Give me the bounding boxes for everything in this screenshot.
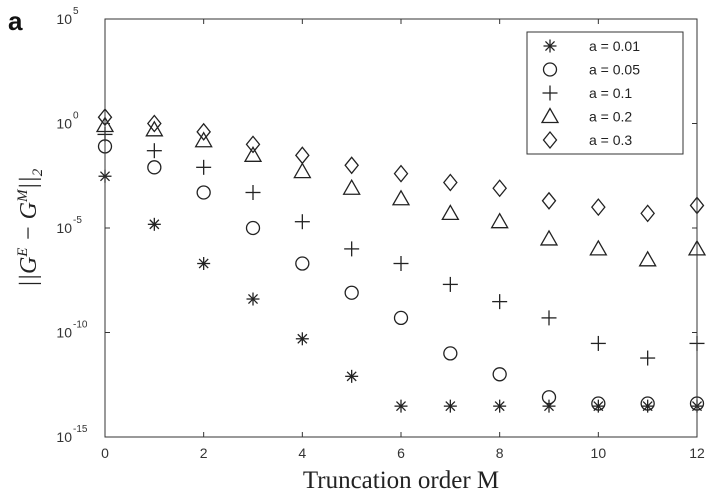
data-point	[196, 185, 211, 200]
data-point	[640, 396, 655, 411]
data-point	[641, 399, 655, 413]
x-tick-label: 12	[689, 445, 705, 461]
data-point	[591, 396, 606, 411]
data-point	[393, 310, 409, 326]
legend-entry: a = 0.2	[589, 109, 632, 125]
data-point	[442, 276, 458, 292]
data-point	[441, 204, 460, 221]
legend: a = 0.01 a = 0.05 a = 0.1 a = 0.2 a = 0.3	[526, 31, 684, 155]
data-point	[541, 390, 557, 405]
data-point	[146, 114, 162, 133]
legend-entry: a = 0.1	[589, 85, 632, 101]
data-point	[591, 399, 605, 413]
y-tick-exponent: -5	[73, 215, 82, 226]
x-tick-label: 0	[101, 445, 109, 461]
data-point	[589, 239, 608, 256]
data-point	[246, 292, 260, 306]
data-point	[590, 335, 606, 351]
data-point	[640, 350, 656, 366]
y-tick-label: 10	[56, 325, 72, 341]
y-tick-label: 10	[56, 11, 72, 27]
y-tick-exponent: -15	[73, 424, 88, 435]
data-point	[640, 204, 656, 223]
data-point	[294, 146, 310, 165]
x-tick-label: 4	[298, 445, 306, 461]
data-point	[391, 189, 411, 206]
data-point	[197, 257, 211, 271]
data-point	[393, 256, 409, 272]
data-point	[344, 285, 359, 300]
data-point	[344, 241, 360, 257]
y-tick-exponent: 0	[73, 111, 79, 122]
y-tick-label: 10	[56, 220, 72, 236]
data-point	[394, 399, 408, 413]
plot-area	[95, 108, 707, 413]
legend-marker	[542, 62, 558, 77]
legend-marker	[543, 39, 557, 53]
data-point	[295, 256, 310, 271]
data-point	[245, 135, 261, 154]
y-tick-label: 10	[56, 116, 72, 132]
data-point	[638, 250, 657, 267]
x-tick-label: 2	[200, 445, 208, 461]
legend-entry: a = 0.3	[589, 132, 632, 148]
data-point	[194, 131, 213, 148]
data-point	[539, 229, 559, 246]
x-tick-label: 6	[397, 445, 405, 461]
legend-entry: a = 0.01	[589, 38, 640, 54]
data-point	[493, 399, 507, 413]
legend-marker	[542, 85, 558, 101]
legend-marker	[540, 107, 560, 124]
data-point	[294, 214, 310, 230]
data-point	[492, 179, 508, 198]
data-point	[541, 191, 557, 210]
data-point	[492, 294, 508, 310]
series-triangle	[95, 116, 707, 267]
series-plus	[97, 126, 705, 366]
data-point	[145, 120, 164, 137]
panel-label: a	[8, 6, 23, 36]
data-point	[541, 310, 557, 326]
data-point	[590, 198, 606, 217]
data-point	[295, 332, 309, 346]
series-circle	[97, 139, 705, 411]
data-point	[243, 146, 263, 162]
data-point	[393, 164, 409, 183]
x-tick-label: 8	[496, 445, 504, 461]
data-point	[443, 346, 458, 361]
data-point	[196, 122, 212, 141]
data-point	[147, 160, 162, 175]
data-point	[443, 399, 457, 413]
data-point	[147, 217, 161, 231]
x-axis-label: Truncation order M	[303, 467, 499, 494]
data-point	[490, 212, 509, 229]
y-tick-label: 10	[56, 429, 72, 445]
legend-entry: a = 0.05	[589, 62, 640, 78]
data-point	[245, 220, 261, 236]
data-point	[196, 159, 212, 175]
y-tick-exponent: -10	[73, 320, 88, 331]
data-point	[442, 173, 458, 192]
data-point	[492, 367, 507, 382]
x-tick-label: 10	[591, 445, 607, 461]
data-point	[342, 178, 361, 195]
y-tick-exponent: 5	[73, 6, 79, 17]
y-axis-label: ||GE − GM||2	[15, 168, 46, 287]
data-point	[293, 162, 312, 179]
data-point	[344, 156, 360, 175]
data-point	[245, 184, 261, 200]
data-point	[146, 143, 162, 159]
series-asterisk	[98, 169, 704, 413]
data-point	[345, 369, 359, 383]
legend-marker	[542, 130, 558, 150]
